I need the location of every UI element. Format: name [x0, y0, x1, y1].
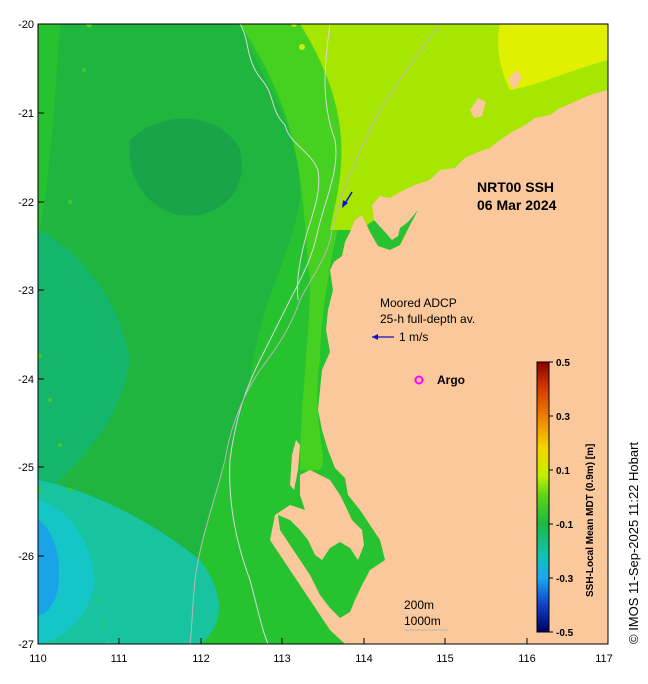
colorbar-tick-label: -0.3	[556, 574, 574, 585]
colorbar-ticks: 0.5 0.3 0.1 -0.1 -0.3 -0.5	[549, 358, 574, 639]
plot-frame	[37, 23, 609, 645]
y-tick-label: -25	[18, 462, 34, 474]
isobath-200-label: 200m	[404, 598, 434, 612]
argo-marker	[414, 375, 424, 385]
adcp-legend-title: Moored ADCP	[380, 296, 457, 310]
observation-markers	[38, 24, 348, 644]
argo-label: Argo	[437, 373, 465, 387]
colorbar-title: SSH-Local Mean MDT (0.9m) [m]	[585, 444, 596, 597]
y-tick-label: -21	[18, 108, 34, 120]
colorbar-tick-label: 0.3	[556, 412, 570, 423]
x-tick-label: 112	[192, 653, 210, 665]
x-tick-label: 117	[595, 653, 613, 665]
credit-label: © IMOS 11-Sep-2025 11:22 Hobart	[626, 442, 641, 644]
island	[290, 440, 300, 490]
isobath-1000	[229, 24, 337, 644]
ssh-contour-blue	[38, 520, 60, 615]
y-tick-label: -27	[18, 639, 34, 651]
y-tick-label: -24	[18, 374, 34, 386]
ssh-contour-cyan-3	[38, 500, 95, 644]
x-tick-label: 113	[273, 653, 291, 665]
plot-area	[38, 24, 608, 644]
y-tick-label: -22	[18, 197, 34, 209]
x-tick-label: 116	[518, 653, 536, 665]
y-tick-label: -20	[18, 19, 34, 31]
isobath-200	[239, 24, 320, 301]
adcp-scale-arrow-head	[372, 334, 378, 340]
colorbar-tick-label: -0.5	[556, 628, 574, 639]
ssh-contour-shelf	[240, 24, 420, 470]
map-title: NRT00 SSH	[477, 179, 554, 195]
ssh-contour-max	[498, 24, 608, 90]
map-date: 06 Mar 2024	[477, 197, 557, 213]
colorbar	[536, 361, 550, 633]
x-axis: 110 111 112 113 114 115 116 117	[29, 638, 613, 665]
colorbar-tick-label: 0.1	[556, 466, 570, 477]
x-tick-label: 114	[355, 653, 373, 665]
adcp-scale-label: 1 m/s	[399, 330, 428, 344]
x-tick-label: 111	[111, 653, 128, 665]
x-tick-label: 110	[29, 653, 47, 665]
island	[508, 70, 522, 90]
x-tick-label: 115	[436, 653, 454, 665]
y-tick-label: -23	[18, 285, 34, 297]
ssh-contour-min	[129, 118, 242, 216]
isobath-deep	[189, 24, 441, 644]
isobath-1000-label: 1000m	[404, 614, 441, 628]
colorbar-tick-label: -0.1	[556, 520, 574, 531]
land-mass	[270, 90, 608, 644]
adcp-vector-head	[342, 200, 348, 208]
y-tick-label: -26	[18, 551, 34, 563]
colorbar-tick-label: 0.5	[556, 358, 570, 369]
adcp-legend-subtitle: 25-h full-depth av.	[380, 312, 475, 326]
ssh-contour-cyan-1	[38, 230, 130, 500]
island	[470, 98, 486, 118]
y-axis: -20 -21 -22 -23 -24 -25 -26 -27	[18, 19, 44, 651]
